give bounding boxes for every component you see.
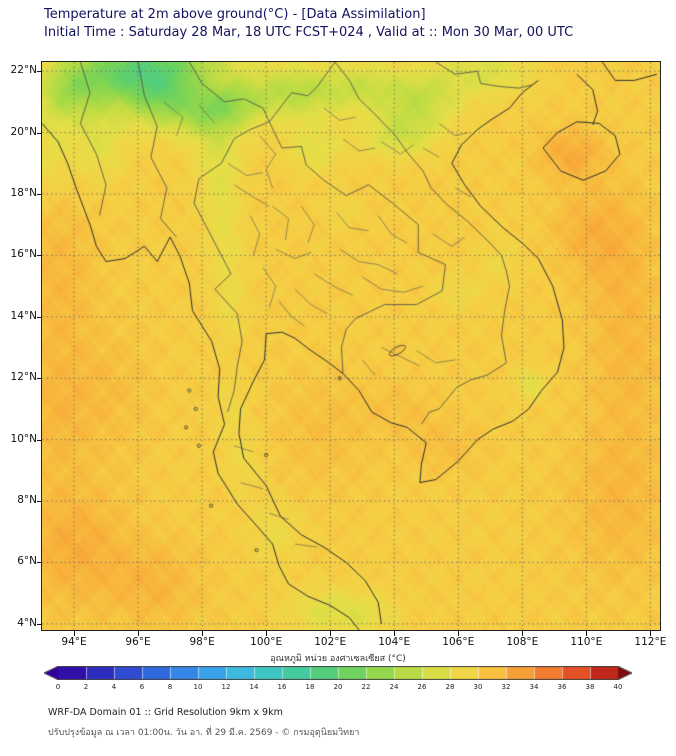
colorbar-tick-value: 8 (167, 683, 173, 691)
lon-axis-label: 94°E (61, 636, 87, 648)
lat-axis-tick (37, 623, 42, 625)
colorbar-tick-value: 20 (333, 683, 343, 691)
lat-axis-label: 16°N (10, 248, 37, 261)
lat-axis-label: 14°N (10, 309, 37, 322)
colorbar-tick-value: 16 (277, 683, 287, 691)
page-subtitle: Initial Time : Saturday 28 Mar, 18 UTC F… (44, 25, 574, 40)
lon-axis-label: 110°E (570, 636, 603, 648)
lon-axis-label: 102°E (314, 636, 347, 648)
lon-axis-tick (266, 631, 268, 636)
lon-axis-label: 100°E (250, 636, 283, 648)
lon-axis-tick (458, 631, 460, 636)
lat-axis-label: 22°N (10, 64, 37, 77)
colorbar-tick-value: 6 (139, 683, 145, 691)
lat-axis-tick (37, 71, 42, 73)
temperature-field-canvas (42, 62, 660, 630)
lat-axis-tick (37, 501, 42, 503)
lon-axis-tick (330, 631, 332, 636)
colorbar-tick-value: 2 (83, 683, 89, 691)
footer-domain-info: WRF-DA Domain 01 :: Grid Resolution 9km … (48, 707, 283, 718)
colorbar-tick-value: 18 (305, 683, 315, 691)
lon-axis-tick (394, 631, 396, 636)
lat-axis-tick (37, 378, 42, 380)
lon-axis-tick (202, 631, 204, 636)
lon-axis-tick (586, 631, 588, 636)
colorbar-tick-value: 4 (111, 683, 117, 691)
lon-axis-label: 108°E (506, 636, 539, 648)
lat-axis-label: 18°N (10, 187, 37, 200)
lon-axis-tick (522, 631, 524, 636)
lon-axis-label: 106°E (442, 636, 475, 648)
colorbar-tick-value: 24 (389, 683, 399, 691)
lat-axis-tick (37, 316, 42, 318)
lat-axis-label: 8°N (17, 494, 37, 507)
lat-axis-tick (37, 194, 42, 196)
lon-axis-tick (138, 631, 140, 636)
lon-axis-label: 112°E (634, 636, 667, 648)
colorbar-label: อุณหภูมิ หน่วย องศาเซลเซียส (°C) (270, 654, 406, 664)
colorbar-tick-value: 26 (417, 683, 427, 691)
lat-axis-tick (37, 562, 42, 564)
lat-axis-tick (37, 132, 42, 134)
colorbar-tick-value: 40 (613, 683, 623, 691)
lat-axis-tick (37, 255, 42, 257)
lon-axis-tick (74, 631, 76, 636)
map-frame (41, 61, 661, 631)
lon-axis-tick (650, 631, 652, 636)
lat-axis-label: 4°N (17, 616, 37, 629)
colorbar-tick-value: 12 (221, 683, 231, 691)
colorbar-tick-value: 32 (501, 683, 511, 691)
lon-axis-label: 98°E (189, 636, 215, 648)
lat-axis-label: 12°N (10, 371, 37, 384)
lon-axis-label: 104°E (378, 636, 411, 648)
colorbar-tick-value: 36 (557, 683, 567, 691)
footer-update-info: ปรับปรุงข้อมูล ณ เวลา 01:00น. วัน อา. ที… (48, 728, 360, 738)
colorbar-tick-value: 0 (55, 683, 61, 691)
colorbar-tick-value: 34 (529, 683, 539, 691)
lat-axis-label: 20°N (10, 125, 37, 138)
colorbar-tick-value: 22 (361, 683, 371, 691)
colorbar-tick-value: 38 (585, 683, 595, 691)
colorbar-canvas (44, 666, 632, 680)
colorbar-tick-value: 30 (473, 683, 483, 691)
lon-axis-label: 96°E (125, 636, 151, 648)
lat-axis-tick (37, 439, 42, 441)
lat-axis-label: 10°N (10, 432, 37, 445)
colorbar-tick-value: 28 (445, 683, 455, 691)
colorbar-tick-value: 10 (193, 683, 203, 691)
lat-axis-label: 6°N (17, 555, 37, 568)
page-title: Temperature at 2m above ground(°C) - [Da… (44, 7, 426, 22)
colorbar-tick-value: 14 (249, 683, 259, 691)
